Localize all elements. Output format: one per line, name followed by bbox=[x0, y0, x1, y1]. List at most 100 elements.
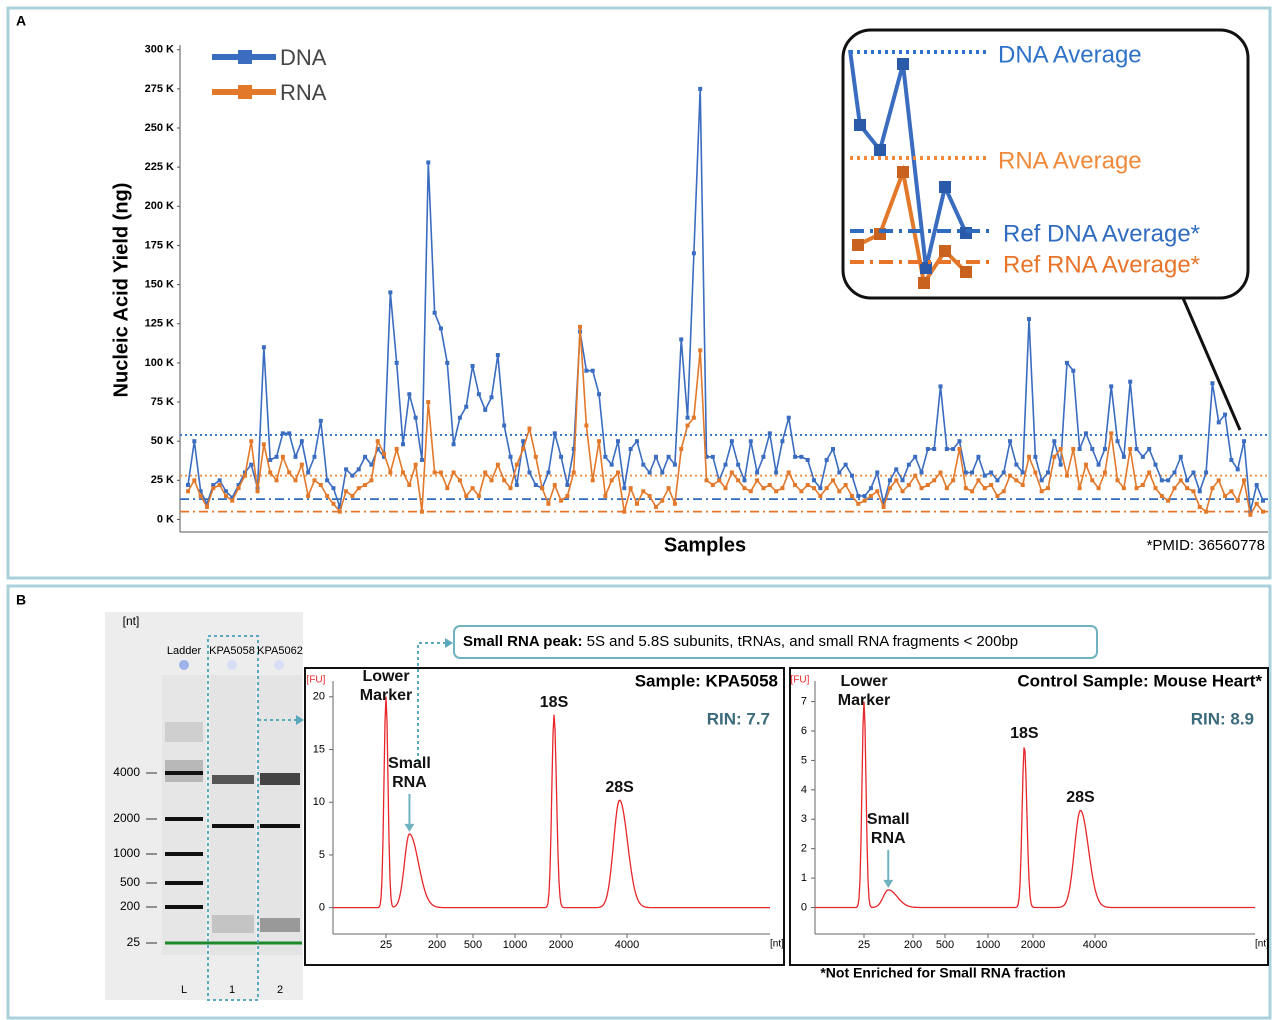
x-tick-label: 4000 bbox=[1083, 939, 1107, 951]
point bbox=[882, 505, 886, 509]
point bbox=[610, 463, 614, 467]
rin: RIN: 8.9 bbox=[1191, 709, 1254, 728]
y-tick-label: 250 K bbox=[145, 122, 174, 134]
point bbox=[306, 494, 310, 498]
gel-tick-label: 200 bbox=[120, 899, 140, 913]
point bbox=[711, 483, 715, 487]
point bbox=[401, 442, 405, 446]
point bbox=[667, 455, 671, 459]
peak-label: Small RNA bbox=[369, 754, 449, 792]
point bbox=[275, 478, 279, 482]
point bbox=[597, 392, 601, 396]
point bbox=[186, 483, 190, 487]
x-tick-label: 500 bbox=[464, 939, 482, 951]
point bbox=[648, 494, 652, 498]
point bbox=[540, 486, 544, 490]
point bbox=[1033, 455, 1037, 459]
point bbox=[294, 455, 298, 459]
point bbox=[527, 470, 531, 474]
x-tick-label: 200 bbox=[428, 939, 446, 951]
point bbox=[806, 483, 810, 487]
callout-title: Small RNA peak: bbox=[463, 633, 582, 650]
point bbox=[584, 424, 588, 428]
point bbox=[945, 447, 949, 451]
point bbox=[679, 337, 683, 341]
point bbox=[907, 463, 911, 467]
point bbox=[565, 483, 569, 487]
peak-arrowhead bbox=[883, 880, 893, 888]
point bbox=[869, 486, 873, 490]
x-tick-label: 2000 bbox=[549, 939, 573, 951]
point bbox=[363, 455, 367, 459]
point bbox=[369, 463, 373, 467]
point bbox=[464, 494, 468, 498]
point bbox=[1261, 510, 1265, 514]
point bbox=[490, 395, 494, 399]
source-note: *PMID: 36560778 bbox=[1147, 537, 1265, 554]
point bbox=[856, 502, 860, 506]
point bbox=[660, 470, 664, 474]
point bbox=[768, 431, 772, 435]
point bbox=[787, 416, 791, 420]
point bbox=[1084, 463, 1088, 467]
point bbox=[1122, 455, 1126, 459]
point bbox=[1236, 467, 1240, 471]
point bbox=[1191, 470, 1195, 474]
point bbox=[1008, 439, 1012, 443]
point bbox=[780, 439, 784, 443]
peak-label: 28S bbox=[1040, 788, 1120, 807]
point bbox=[445, 361, 449, 365]
point bbox=[192, 439, 196, 443]
point bbox=[407, 483, 411, 487]
point bbox=[546, 502, 550, 506]
peak-arrowhead bbox=[404, 824, 414, 832]
ladder-band bbox=[165, 881, 203, 885]
point bbox=[1236, 499, 1240, 503]
point bbox=[894, 478, 898, 482]
point bbox=[951, 447, 955, 451]
point bbox=[850, 474, 854, 478]
point bbox=[768, 483, 772, 487]
point bbox=[1185, 478, 1189, 482]
point bbox=[300, 439, 304, 443]
point bbox=[603, 455, 607, 459]
point bbox=[350, 474, 354, 478]
point bbox=[1014, 463, 1018, 467]
y-tick-label: 25 K bbox=[151, 474, 174, 486]
point bbox=[724, 486, 728, 490]
point bbox=[1090, 478, 1094, 482]
point bbox=[736, 463, 740, 467]
y-tick-label: 175 K bbox=[145, 239, 174, 251]
legend-marker bbox=[238, 85, 252, 99]
point bbox=[742, 486, 746, 490]
point bbox=[1078, 486, 1082, 490]
point bbox=[287, 431, 291, 435]
point bbox=[1027, 455, 1031, 459]
point bbox=[319, 419, 323, 423]
peak-label: 18S bbox=[984, 724, 1064, 743]
x-tick-label: 200 bbox=[904, 939, 922, 951]
point bbox=[1255, 483, 1259, 487]
point bbox=[995, 494, 999, 498]
point bbox=[970, 470, 974, 474]
point bbox=[439, 326, 443, 330]
point bbox=[705, 478, 709, 482]
point bbox=[211, 486, 215, 490]
point bbox=[856, 494, 860, 498]
gel-tick-label: 25 bbox=[127, 935, 141, 949]
point bbox=[755, 470, 759, 474]
point bbox=[679, 447, 683, 451]
point bbox=[1046, 470, 1050, 474]
point bbox=[490, 478, 494, 482]
point bbox=[863, 494, 867, 498]
y-tick-label: 3 bbox=[801, 813, 807, 825]
y-tick-label: 1 bbox=[801, 872, 807, 884]
point bbox=[294, 478, 298, 482]
point bbox=[331, 486, 335, 490]
point bbox=[957, 447, 961, 451]
point bbox=[1147, 470, 1151, 474]
ladder-band bbox=[165, 852, 203, 856]
point bbox=[1122, 486, 1126, 490]
x-axis-label: Samples bbox=[664, 534, 746, 556]
point bbox=[445, 486, 449, 490]
